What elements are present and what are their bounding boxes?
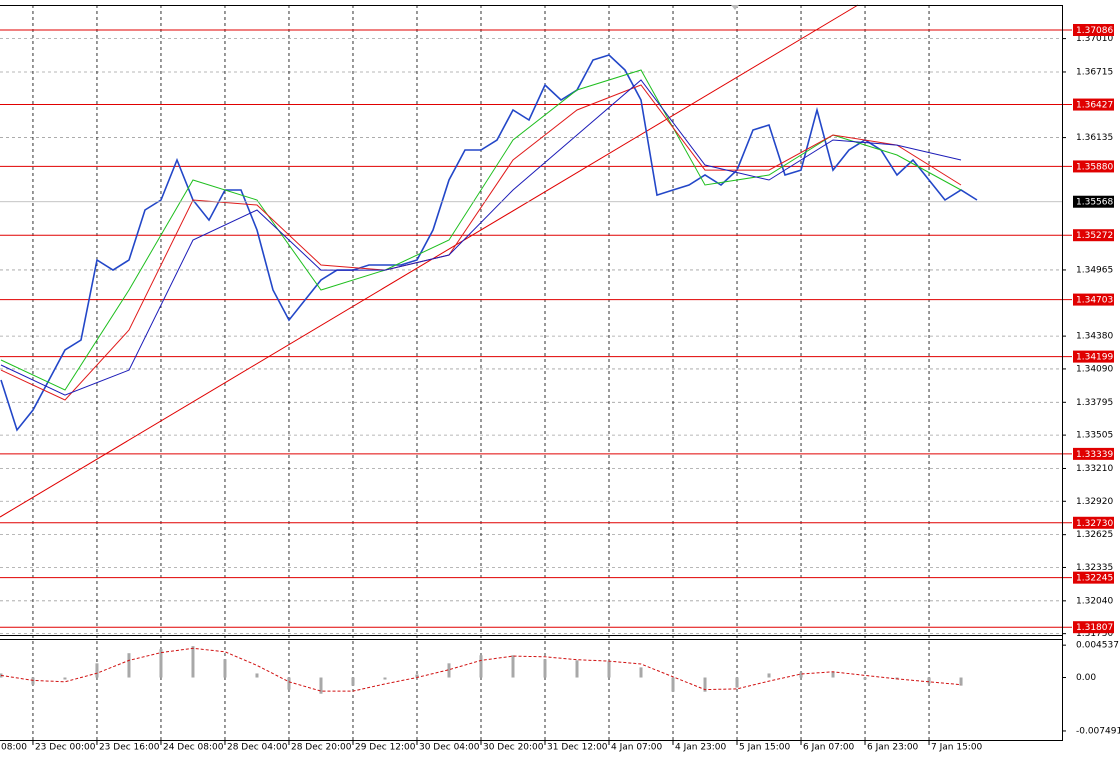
level-label-box xyxy=(1073,98,1114,111)
histogram-bar xyxy=(543,659,547,678)
histogram-bar xyxy=(607,661,611,678)
histogram-bar xyxy=(127,653,131,678)
histogram-bar xyxy=(863,677,867,680)
level-label: 1.36427 xyxy=(1076,101,1113,111)
y-tick-label: 1.34090 xyxy=(1076,364,1113,374)
level-label-box xyxy=(1073,24,1114,37)
histogram-bar xyxy=(447,663,451,678)
x-tick-label: 28 Dec 20:00 xyxy=(291,743,352,753)
level-label: 1.31807 xyxy=(1076,623,1113,633)
y-tick-label: -0.007491 xyxy=(1076,726,1120,736)
grid-layer xyxy=(0,5,1062,741)
histogram-bar xyxy=(191,646,195,678)
histogram-bar xyxy=(255,673,259,678)
y-tick-label: 1.33505 xyxy=(1076,431,1113,441)
histogram-bar xyxy=(927,677,931,684)
shift-marker xyxy=(731,5,739,10)
level-label: 1.35880 xyxy=(1076,162,1113,172)
histogram-bar xyxy=(63,677,67,680)
x-tick-label: 5 Jan 15:00 xyxy=(739,743,791,753)
histogram-bar xyxy=(319,677,323,694)
level-label: 1.37086 xyxy=(1076,26,1113,36)
y-tick-label: 1.33210 xyxy=(1076,464,1113,474)
y-tick-label: 1.31750 xyxy=(1076,629,1113,639)
x-tick-label: 7 Jan 15:00 xyxy=(931,743,983,753)
histogram-bar xyxy=(671,677,675,692)
axis-layer: 1.37010 1.36715 1.36135 1.34965 1.34380 1.340… xyxy=(1,24,1120,753)
last-price-box xyxy=(1073,195,1114,208)
y-tick-label: 1.34965 xyxy=(1076,265,1113,275)
trend-line xyxy=(0,4,859,518)
level-label: 1.32245 xyxy=(1076,574,1113,584)
marks-layer xyxy=(0,4,1072,694)
level-label-box xyxy=(1073,350,1114,363)
histogram-bar xyxy=(415,674,419,678)
histogram-bar xyxy=(767,673,771,678)
indicator-line xyxy=(0,79,962,396)
x-tick-label: 30 Dec 04:00 xyxy=(419,743,480,753)
level-label-box xyxy=(1073,447,1114,460)
level-label-box xyxy=(1073,516,1114,529)
level-label: 1.34199 xyxy=(1076,353,1113,363)
histogram-bar xyxy=(831,671,835,678)
x-tick-label: 4 Jan 23:00 xyxy=(675,743,727,753)
indicator-line xyxy=(0,84,962,401)
y-tick-label: 1.33795 xyxy=(1076,398,1113,408)
x-tick-label: 29 Dec 12:00 xyxy=(355,743,416,753)
level-label-box xyxy=(1073,293,1114,306)
x-tick-label: 31 Dec 12:00 xyxy=(547,743,608,753)
x-tick-label: 28 Dec 04:00 xyxy=(227,743,288,753)
histogram-bar xyxy=(511,655,515,678)
histogram-bar xyxy=(575,660,579,678)
x-tick-label: 4 Jan 07:00 xyxy=(611,743,663,753)
histogram-bar xyxy=(479,655,483,678)
y-tick-label: 1.36715 xyxy=(1076,67,1113,77)
level-label: 1.35272 xyxy=(1076,231,1113,241)
x-tick-label: 24 Dec 08:00 xyxy=(163,743,224,753)
histogram-bar xyxy=(639,667,643,678)
y-tick-label: 1.34380 xyxy=(1076,332,1113,342)
x-tick-label: 30 Dec 20:00 xyxy=(483,743,544,753)
histogram-bar xyxy=(735,677,739,688)
y-tick-label: 1.32625 xyxy=(1076,530,1113,540)
level-label-box xyxy=(1073,621,1114,634)
histogram-bar xyxy=(351,677,355,686)
x-tick-label: 23 Dec 00:00 xyxy=(35,743,96,753)
histogram-bar xyxy=(959,677,963,686)
indicator-line xyxy=(0,647,962,692)
histogram-bar xyxy=(223,659,227,678)
y-tick-label: 1.32335 xyxy=(1076,563,1113,573)
x-tick-label: 23 Dec 16:00 xyxy=(99,743,160,753)
histogram-bar xyxy=(383,677,387,680)
y-tick-label: 1.36135 xyxy=(1076,133,1113,143)
y-tick-label: 1.37010 xyxy=(1076,34,1113,44)
x-tick-label: 6 Jan 23:00 xyxy=(867,743,919,753)
histogram-bar xyxy=(31,677,35,685)
level-label-box xyxy=(1073,571,1114,584)
level-label: 1.34703 xyxy=(1076,296,1113,306)
y-tick-label: 1.32040 xyxy=(1076,596,1113,606)
histogram-bar xyxy=(95,663,99,678)
histogram-bar xyxy=(287,677,291,690)
indicator-line xyxy=(0,69,962,391)
y-tick-label: 1.32920 xyxy=(1076,497,1113,507)
y-tick-label: 0.004537 xyxy=(1076,641,1119,651)
histogram-bar xyxy=(703,677,707,692)
level-label-box xyxy=(1073,160,1114,173)
level-label-box xyxy=(1073,229,1114,242)
level-label: 1.32730 xyxy=(1076,519,1113,529)
histogram-bar xyxy=(799,672,803,678)
y-tick-label: 0.00 xyxy=(1076,673,1096,683)
x-tick-label: 08:00 xyxy=(1,743,27,753)
histogram-bar xyxy=(159,649,163,678)
price-line xyxy=(0,54,978,432)
last-price-label: 1.35568 xyxy=(1076,198,1113,208)
level-label: 1.33339 xyxy=(1076,450,1113,460)
x-tick-label: 6 Jan 07:00 xyxy=(803,743,855,753)
